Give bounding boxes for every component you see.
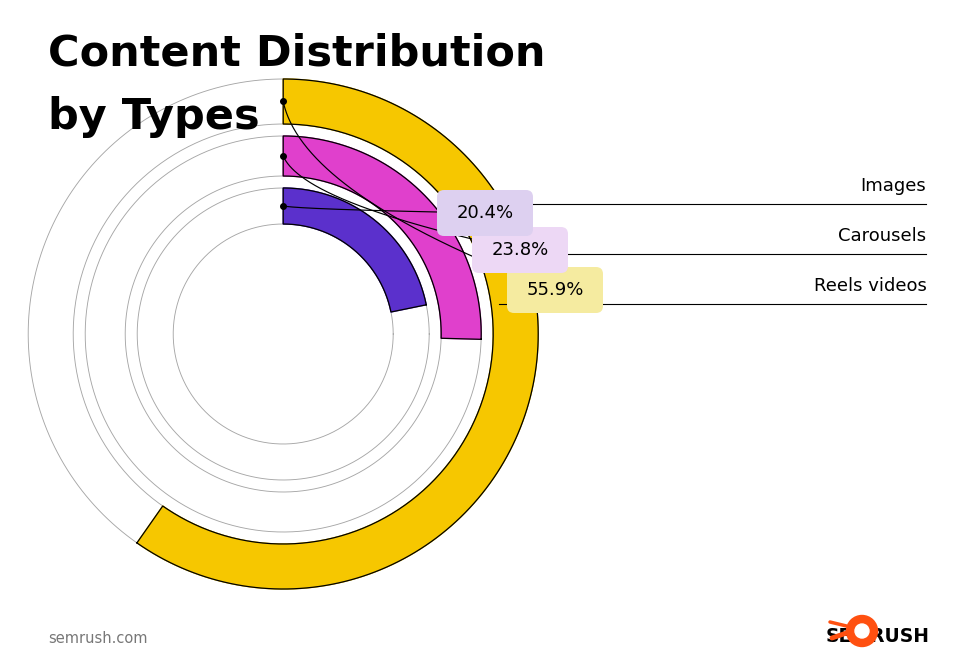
- FancyBboxPatch shape: [507, 267, 603, 313]
- Polygon shape: [283, 188, 426, 312]
- Text: Images: Images: [861, 177, 926, 195]
- Circle shape: [847, 615, 877, 647]
- Text: SEMRUSH: SEMRUSH: [826, 627, 930, 646]
- Text: Reels videos: Reels videos: [813, 277, 926, 295]
- Polygon shape: [283, 136, 481, 339]
- Text: 23.8%: 23.8%: [492, 241, 548, 259]
- Text: 55.9%: 55.9%: [526, 281, 584, 299]
- FancyBboxPatch shape: [472, 227, 568, 273]
- Text: semrush.com: semrush.com: [48, 631, 148, 646]
- Circle shape: [855, 624, 869, 638]
- FancyBboxPatch shape: [437, 190, 533, 236]
- Text: 20.4%: 20.4%: [456, 204, 514, 222]
- Polygon shape: [137, 79, 539, 589]
- Text: by Types: by Types: [48, 96, 259, 138]
- Text: Carousels: Carousels: [838, 227, 926, 245]
- Text: Content Distribution: Content Distribution: [48, 33, 545, 75]
